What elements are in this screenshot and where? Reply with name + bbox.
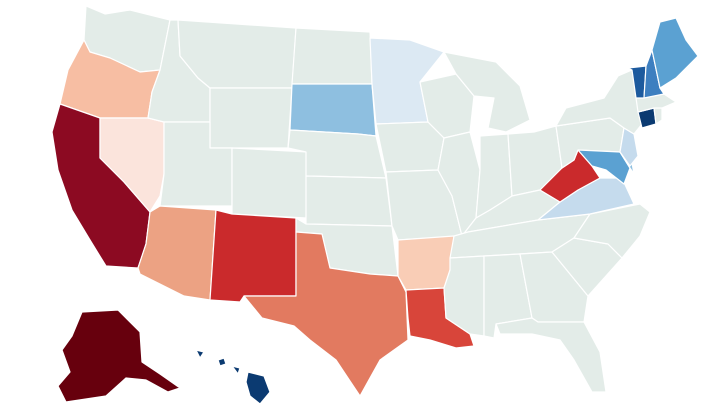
state-tx[interactable]: [243, 231, 409, 397]
state-vt[interactable]: [627, 65, 647, 99]
state-co[interactable]: [231, 147, 309, 219]
state-mi[interactable]: [443, 51, 531, 133]
state-sd[interactable]: [289, 83, 377, 137]
state-nm[interactable]: [209, 209, 297, 303]
state-ri[interactable]: [653, 107, 663, 125]
state-ks[interactable]: [305, 175, 393, 227]
state-ia[interactable]: [375, 121, 445, 173]
state-ak[interactable]: [57, 309, 181, 403]
state-fl[interactable]: [495, 317, 607, 393]
state-az[interactable]: [137, 205, 217, 301]
state-wy[interactable]: [209, 87, 293, 149]
state-me[interactable]: [651, 17, 699, 89]
state-hi[interactable]: [195, 349, 271, 405]
state-nd[interactable]: [291, 27, 373, 85]
